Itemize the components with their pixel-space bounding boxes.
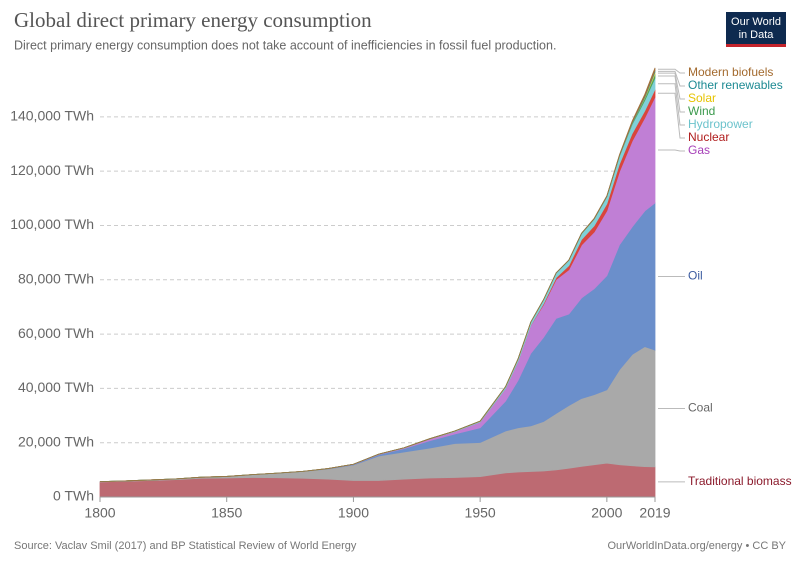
chart-subtitle: Direct primary energy consumption does n… <box>14 38 556 52</box>
chart-title: Global direct primary energy consumption <box>14 8 372 32</box>
legend-label: Nuclear <box>688 130 729 144</box>
legend-label: Modern biofuels <box>688 65 773 79</box>
legend-connector <box>658 75 685 113</box>
logo-bar <box>726 44 786 47</box>
x-tick-label: 2000 <box>591 505 622 521</box>
source: Source: Vaclav Smil (2017) and BP Statis… <box>14 540 357 552</box>
legend-connector <box>658 83 685 126</box>
y-tick-label: 60,000 TWh <box>18 325 94 341</box>
legend-label: Solar <box>688 91 716 105</box>
y-tick-label: 20,000 TWh <box>18 433 94 449</box>
legend-label: Hydropower <box>688 117 753 131</box>
legend-label: Coal <box>688 401 713 415</box>
area <box>99 67 656 483</box>
y-tick-label: 100,000 TWh <box>10 216 94 232</box>
y-tick-label: 140,000 TWh <box>10 108 94 124</box>
legend-connector <box>658 149 685 152</box>
legend-connector <box>658 72 685 100</box>
legend-connector <box>658 68 685 74</box>
y-tick-label: 40,000 TWh <box>18 379 94 395</box>
legend-label: Wind <box>688 104 715 118</box>
logo-box <box>726 12 786 46</box>
legend-label: Oil <box>688 269 703 283</box>
x-tick-label: 1950 <box>465 505 496 521</box>
legend-connector <box>658 70 685 87</box>
x-tick-label: 1850 <box>211 505 242 521</box>
x-tick-label: 2019 <box>639 505 670 521</box>
logo-text: Our World <box>731 16 781 28</box>
x-tick-label: 1900 <box>338 505 369 521</box>
y-tick-label: 80,000 TWh <box>18 270 94 286</box>
y-tick-label: 0 TWh <box>53 488 94 504</box>
legend-label: Other renewables <box>688 78 783 92</box>
x-tick-label: 1800 <box>84 505 115 521</box>
legend-label: Traditional biomass <box>688 474 792 488</box>
legend-label: Gas <box>688 143 710 157</box>
y-tick-label: 120,000 TWh <box>10 162 94 178</box>
credit: OurWorldInData.org/energy • CC BY <box>608 540 787 552</box>
logo-text: in Data <box>739 29 775 41</box>
legend-connector <box>658 92 685 139</box>
